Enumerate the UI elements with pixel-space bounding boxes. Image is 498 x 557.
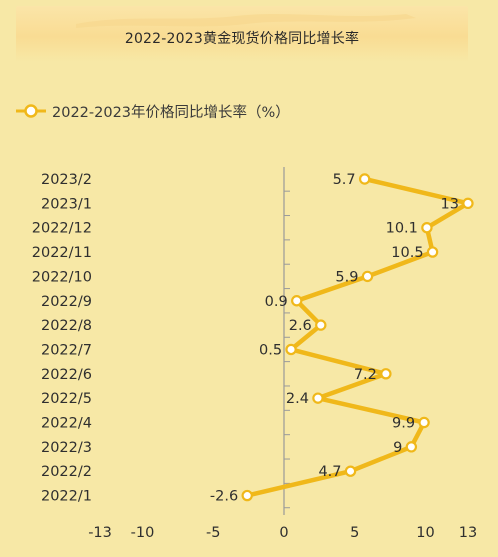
data-point [358, 173, 371, 185]
x-tick-label: 0 [279, 525, 288, 541]
category-label: 2022/6 [41, 367, 92, 383]
title-banner: 2022-2023黄金现货价格同比增长率 [16, 6, 468, 62]
data-point [312, 392, 324, 404]
banner-decoration [76, 14, 416, 28]
data-point [315, 319, 327, 331]
category-label: 2022/7 [41, 342, 92, 358]
category-label: 2022/8 [41, 318, 92, 334]
data-label: 0.5 [259, 342, 282, 358]
legend[interactable]: 2022-2023年价格同比增长率（%） [16, 100, 290, 122]
data-label: 10.1 [386, 221, 418, 237]
x-tick-label: 13 [459, 525, 477, 541]
data-label: 0.9 [265, 294, 288, 310]
data-point [426, 246, 439, 258]
data-label: 10.5 [391, 245, 423, 261]
data-point [344, 465, 357, 477]
category-label: 2022/2 [41, 464, 92, 480]
data-label: 7.2 [354, 367, 377, 383]
data-label: 5.9 [335, 269, 358, 285]
data-point [285, 343, 297, 356]
legend-label: 2022-2023年价格同比增长率（%） [52, 104, 290, 121]
category-label: 2022/5 [41, 391, 92, 407]
category-label: 2023/1 [41, 196, 92, 212]
data-point [241, 489, 253, 502]
data-label: 2.4 [286, 391, 309, 407]
x-tick-label: -13 [88, 525, 112, 541]
legend-line-marker-icon [16, 104, 46, 118]
data-label: -2.6 [210, 489, 238, 505]
category-label: 2022/3 [41, 440, 92, 456]
x-tick-label: -10 [131, 525, 155, 541]
x-tick-label: 5 [350, 525, 359, 541]
data-label: 2.6 [289, 318, 312, 334]
data-point [405, 441, 418, 453]
series-line [244, 176, 471, 498]
data-point [462, 197, 474, 210]
category-label: 2022/1 [41, 489, 92, 505]
category-label: 2022/4 [41, 416, 92, 432]
category-label: 2022/12 [32, 221, 92, 237]
x-tick-label: 10 [416, 525, 434, 541]
data-label: 5.7 [333, 172, 356, 188]
data-point [291, 295, 303, 307]
category-label: 2023/2 [41, 172, 92, 188]
category-label: 2022/10 [32, 269, 92, 285]
data-point [380, 368, 392, 380]
category-label: 2022/11 [32, 245, 92, 261]
data-label: 4.7 [318, 464, 341, 480]
data-point [418, 416, 430, 429]
data-point [421, 221, 433, 234]
data-label: 9.9 [392, 416, 415, 432]
category-label: 2022/9 [41, 294, 92, 310]
data-label: 9 [393, 440, 402, 456]
data-label: 13 [440, 196, 458, 212]
chart-title: 2022-2023黄金现货价格同比增长率 [124, 31, 360, 47]
data-point [361, 270, 374, 283]
x-tick-label: -5 [206, 525, 220, 541]
